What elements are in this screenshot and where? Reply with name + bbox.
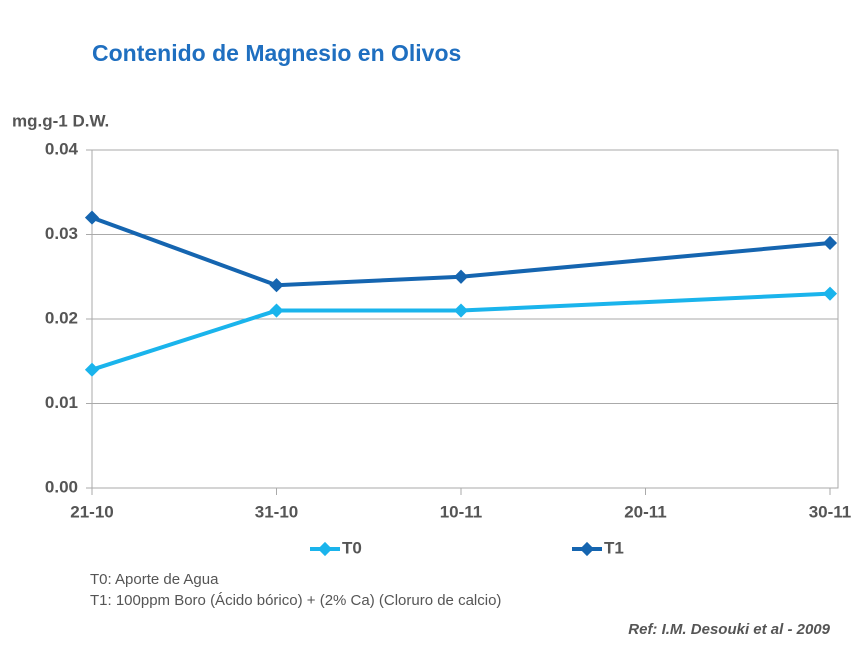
note: T1: 100ppm Boro (Ácido bórico) + (2% Ca)…: [90, 592, 501, 609]
marker: [269, 278, 284, 293]
marker: [822, 286, 838, 301]
y-tick-label: 0.02: [45, 308, 78, 327]
series-line: [91, 291, 831, 372]
legend-label: T0: [342, 538, 362, 557]
x-tick-label: 10-11: [440, 502, 483, 521]
y-tick-label: 0.03: [45, 224, 78, 243]
legend-marker: [317, 541, 333, 557]
chart-title: Contenido de Magnesio en Olivos: [92, 40, 461, 66]
marker: [453, 303, 469, 318]
x-tick-label: 31-10: [255, 502, 298, 521]
y-axis-label: mg.g-1 D.W.: [12, 111, 109, 130]
marker: [84, 210, 100, 225]
legend-marker: [579, 541, 595, 557]
legend-label: T1: [604, 538, 624, 557]
x-tick-label: 20-11: [624, 502, 667, 521]
y-tick-label: 0.00: [45, 477, 78, 496]
series-line: [91, 215, 831, 288]
note: T0: Aporte de Agua: [90, 571, 219, 588]
marker: [84, 362, 100, 377]
marker: [453, 269, 469, 284]
y-tick-label: 0.04: [45, 139, 79, 158]
reference: Ref: I.M. Desouki et al - 2009: [628, 621, 830, 638]
marker: [269, 303, 284, 318]
y-tick-label: 0.01: [45, 393, 78, 412]
x-tick-label: 21-10: [70, 502, 113, 521]
x-tick-label: 30-11: [809, 502, 852, 521]
marker: [822, 235, 838, 251]
